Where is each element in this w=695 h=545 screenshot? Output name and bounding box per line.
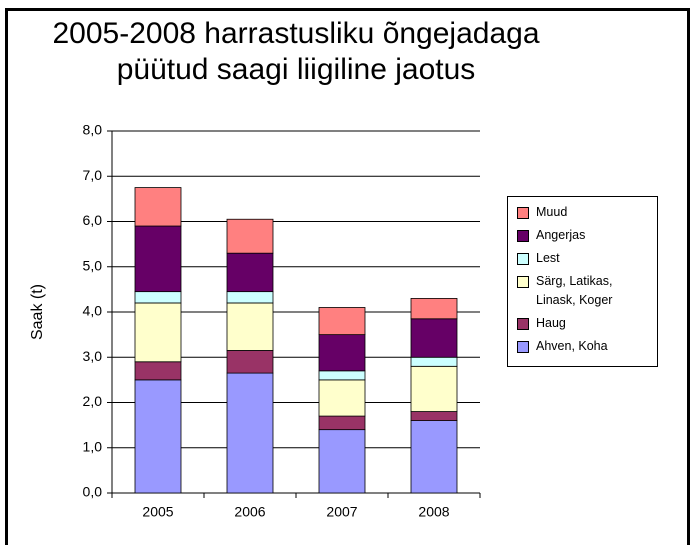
legend-swatch [517, 276, 529, 288]
bar-segment [226, 218, 274, 254]
bar-segment [318, 307, 366, 336]
y-axis-label: Saak (t) [29, 284, 46, 340]
bar-segment [134, 302, 182, 363]
legend-label: Muud [536, 205, 568, 219]
x-tick-label: 2007 [326, 504, 357, 520]
y-tick-label: 7,0 [83, 167, 103, 183]
y-tick-label: 2,0 [83, 393, 103, 409]
legend-label: Haug [536, 316, 566, 330]
bar-segment [318, 429, 366, 494]
legend-swatch [517, 230, 529, 242]
bar-segment [410, 365, 458, 412]
legend-label: Särg, Latikas, Linask, Koger [536, 274, 613, 307]
legend-label: Angerjas [536, 228, 586, 242]
legend-swatch [517, 341, 529, 353]
legend-item: Angerjas [517, 226, 653, 245]
chart-title: 2005-2008 harrastusliku õngejadaga püütu… [52, 17, 540, 86]
legend-item: Ahven, Koha [517, 337, 653, 356]
legend-swatch [517, 207, 529, 219]
bar-segment [134, 379, 182, 494]
bar-segment [134, 225, 182, 293]
y-tick-label: 3,0 [83, 348, 103, 364]
bar-segment [134, 291, 182, 304]
bar-segment [226, 372, 274, 494]
y-tick-label: 1,0 [83, 438, 103, 454]
bar-segment [134, 361, 182, 381]
y-tick-label: 8,0 [83, 122, 103, 138]
y-tick-label: 5,0 [83, 257, 103, 273]
legend: Muud Angerjas Lest Särg, Latikas, Linask, K… [507, 196, 658, 367]
x-tick-label: 2006 [234, 504, 265, 520]
legend-item: Lest [517, 249, 653, 268]
bar-segment [318, 334, 366, 372]
legend-label: Lest [536, 251, 560, 265]
legend-item: Särg, Latikas, Linask, Koger [517, 272, 653, 310]
bar-segment [226, 252, 274, 293]
bar-segment [410, 318, 458, 358]
bar-segment [410, 420, 458, 494]
legend-swatch [517, 318, 529, 330]
frame [5, 8, 690, 545]
bar-segment [410, 356, 458, 367]
bar-segment [410, 298, 458, 320]
y-tick-label: 6,0 [83, 212, 103, 228]
bar-segment [134, 187, 182, 227]
bar-segment [226, 291, 274, 304]
bar-segment [318, 370, 366, 381]
legend-swatch [517, 253, 529, 265]
bar-segment [318, 379, 366, 417]
y-tick-label: 4,0 [83, 303, 103, 319]
legend-item: Muud [517, 203, 653, 222]
bar-segment [226, 350, 274, 374]
bar-segment [226, 302, 274, 351]
legend-label: Ahven, Koha [536, 339, 608, 353]
y-tick-label: 0,0 [83, 484, 103, 500]
bar-segment [318, 415, 366, 431]
x-tick-label: 2005 [142, 504, 173, 520]
legend-item: Haug [517, 314, 653, 333]
bar-segment [410, 411, 458, 421]
x-tick-label: 2008 [418, 504, 449, 520]
